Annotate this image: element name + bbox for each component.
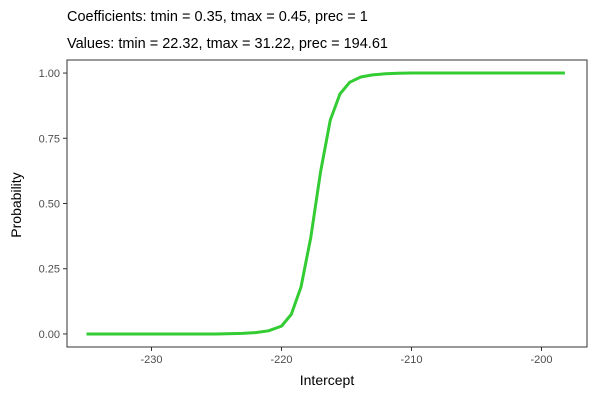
x-axis-title: Intercept [300,372,355,388]
y-tick-label: 0.00 [39,329,60,341]
chart-title: Coefficients: tmin = 0.35, tmax = 0.45, … [67,9,368,25]
y-axis: 0.00 0.25 0.50 0.75 1.00 [39,68,67,341]
y-tick-label: 0.75 [39,133,60,145]
y-tick-label: 0.25 [39,264,60,276]
y-tick-label: 1.00 [39,68,60,80]
chart-subtitle: Values: tmin = 22.32, tmax = 31.22, prec… [67,36,388,52]
series-layer [86,71,565,336]
x-axis: -230 -220 -210 -200 [140,347,553,366]
series-line-0 [86,71,565,336]
x-tick-label: -200 [530,354,552,366]
x-tick-label: -230 [140,354,162,366]
x-tick-label: -220 [270,354,292,366]
y-axis-title: Probability [8,172,24,237]
plot-panel [66,59,588,348]
x-tick-label: -210 [400,354,422,366]
y-tick-label: 0.50 [39,199,60,211]
